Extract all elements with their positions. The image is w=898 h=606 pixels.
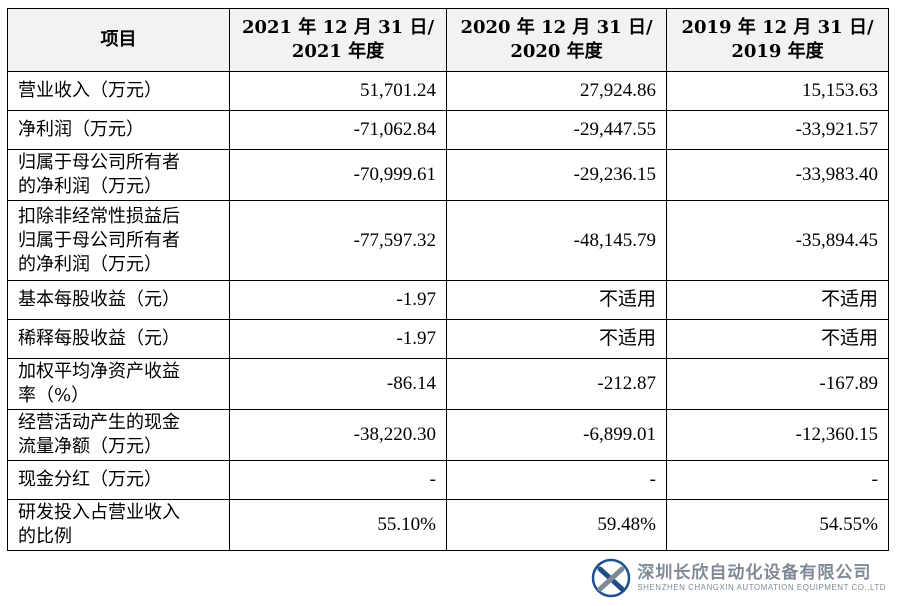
- cell-2019: 不适用: [666, 319, 889, 359]
- table-row: 现金分红（万元） - - -: [7, 460, 889, 500]
- row-label: 加权平均净资产收益 率（%）: [7, 358, 230, 410]
- cell-2021: -1.97: [229, 280, 447, 320]
- cell-2019: -167.89: [666, 358, 889, 410]
- cell-2020: 不适用: [446, 280, 667, 320]
- header-2021-label: 2021 年 12 月 31 日/ 2021 年度: [241, 17, 435, 62]
- table-row: 加权平均净资产收益 率（%） -86.14 -212.87 -167.89: [7, 358, 889, 410]
- cell-2020: -29,447.55: [446, 110, 667, 150]
- cross-x-logo-icon: [592, 558, 631, 598]
- row-label: 经营活动产生的现金 流量净额（万元）: [7, 409, 230, 461]
- table-row: 净利润（万元） -71,062.84 -29,447.55 -33,921.57: [7, 110, 889, 150]
- table-row: 扣除非经常性损益后 归属于母公司所有者 的净利润（万元） -77,597.32 …: [7, 200, 889, 281]
- row-label: 稀释每股收益（元）: [7, 319, 230, 359]
- financial-summary-table: 项目 2021 年 12 月 31 日/ 2021 年度 2020 年 12 月…: [7, 8, 889, 551]
- cell-2021: 51,701.24: [229, 71, 447, 111]
- cell-2020: 59.48%: [446, 499, 667, 551]
- cell-2020: -: [446, 460, 667, 500]
- table-row: 稀释每股收益（元） -1.97 不适用 不适用: [7, 319, 889, 359]
- header-2020-label: 2020 年 12 月 31 日/ 2020 年度: [460, 17, 653, 62]
- row-label: 营业收入（万元）: [7, 71, 230, 111]
- table-row: 基本每股收益（元） -1.97 不适用 不适用: [7, 280, 889, 320]
- row-label: 基本每股收益（元）: [7, 280, 230, 320]
- table-row: 研发投入占营业收入 的比例 55.10% 59.48% 54.55%: [7, 499, 889, 551]
- row-label: 归属于母公司所有者 的净利润（万元）: [7, 149, 230, 201]
- cell-2019: -35,894.45: [666, 200, 889, 281]
- cell-2019: 54.55%: [666, 499, 889, 551]
- header-2021: 2021 年 12 月 31 日/ 2021 年度: [229, 8, 447, 72]
- header-item-label: 项目: [100, 29, 137, 50]
- row-label: 研发投入占营业收入 的比例: [7, 499, 230, 551]
- cell-2019: -12,360.15: [666, 409, 889, 461]
- cell-2019: -33,921.57: [666, 110, 889, 150]
- cell-2021: -: [229, 460, 447, 500]
- row-label: 扣除非经常性损益后 归属于母公司所有者 的净利润（万元）: [7, 200, 230, 281]
- company-watermark: 深圳长欣自动化设备有限公司 SHENZHEN CHANGXIN AUTOMATI…: [587, 556, 890, 600]
- cell-2021: -71,062.84: [229, 110, 447, 150]
- cell-2020: -48,145.79: [446, 200, 667, 281]
- watermark-text: 深圳长欣自动化设备有限公司 SHENZHEN CHANGXIN AUTOMATI…: [637, 563, 886, 593]
- cell-2021: -86.14: [229, 358, 447, 410]
- table-header-row: 项目 2021 年 12 月 31 日/ 2021 年度 2020 年 12 月…: [7, 8, 889, 72]
- cell-2019: 不适用: [666, 280, 889, 320]
- row-label: 净利润（万元）: [7, 110, 230, 150]
- cell-2020: -212.87: [446, 358, 667, 410]
- cell-2020: -29,236.15: [446, 149, 667, 201]
- cell-2021: 55.10%: [229, 499, 447, 551]
- row-label: 现金分红（万元）: [7, 460, 230, 500]
- cell-2019: -33,983.40: [666, 149, 889, 201]
- cell-2021: -38,220.30: [229, 409, 447, 461]
- cell-2019: 15,153.63: [666, 71, 889, 111]
- cell-2020: -6,899.01: [446, 409, 667, 461]
- table-row: 归属于母公司所有者 的净利润（万元） -70,999.61 -29,236.15…: [7, 149, 889, 201]
- cell-2021: -70,999.61: [229, 149, 447, 201]
- header-2020: 2020 年 12 月 31 日/ 2020 年度: [446, 8, 667, 72]
- cell-2021: -77,597.32: [229, 200, 447, 281]
- cell-2019: -: [666, 460, 889, 500]
- header-item: 项目: [7, 8, 230, 72]
- cell-2020: 不适用: [446, 319, 667, 359]
- watermark-company-cn: 深圳长欣自动化设备有限公司: [637, 563, 872, 583]
- cell-2020: 27,924.86: [446, 71, 667, 111]
- table-row: 营业收入（万元） 51,701.24 27,924.86 15,153.63: [7, 71, 889, 111]
- cell-2021: -1.97: [229, 319, 447, 359]
- header-2019-label: 2019 年 12 月 31 日/ 2019 年度: [681, 17, 874, 62]
- watermark-company-en: SHENZHEN CHANGXIN AUTOMATION EQUIPMENT C…: [637, 583, 886, 592]
- header-2019: 2019 年 12 月 31 日/ 2019 年度: [666, 8, 889, 72]
- table-row: 经营活动产生的现金 流量净额（万元） -38,220.30 -6,899.01 …: [7, 409, 889, 461]
